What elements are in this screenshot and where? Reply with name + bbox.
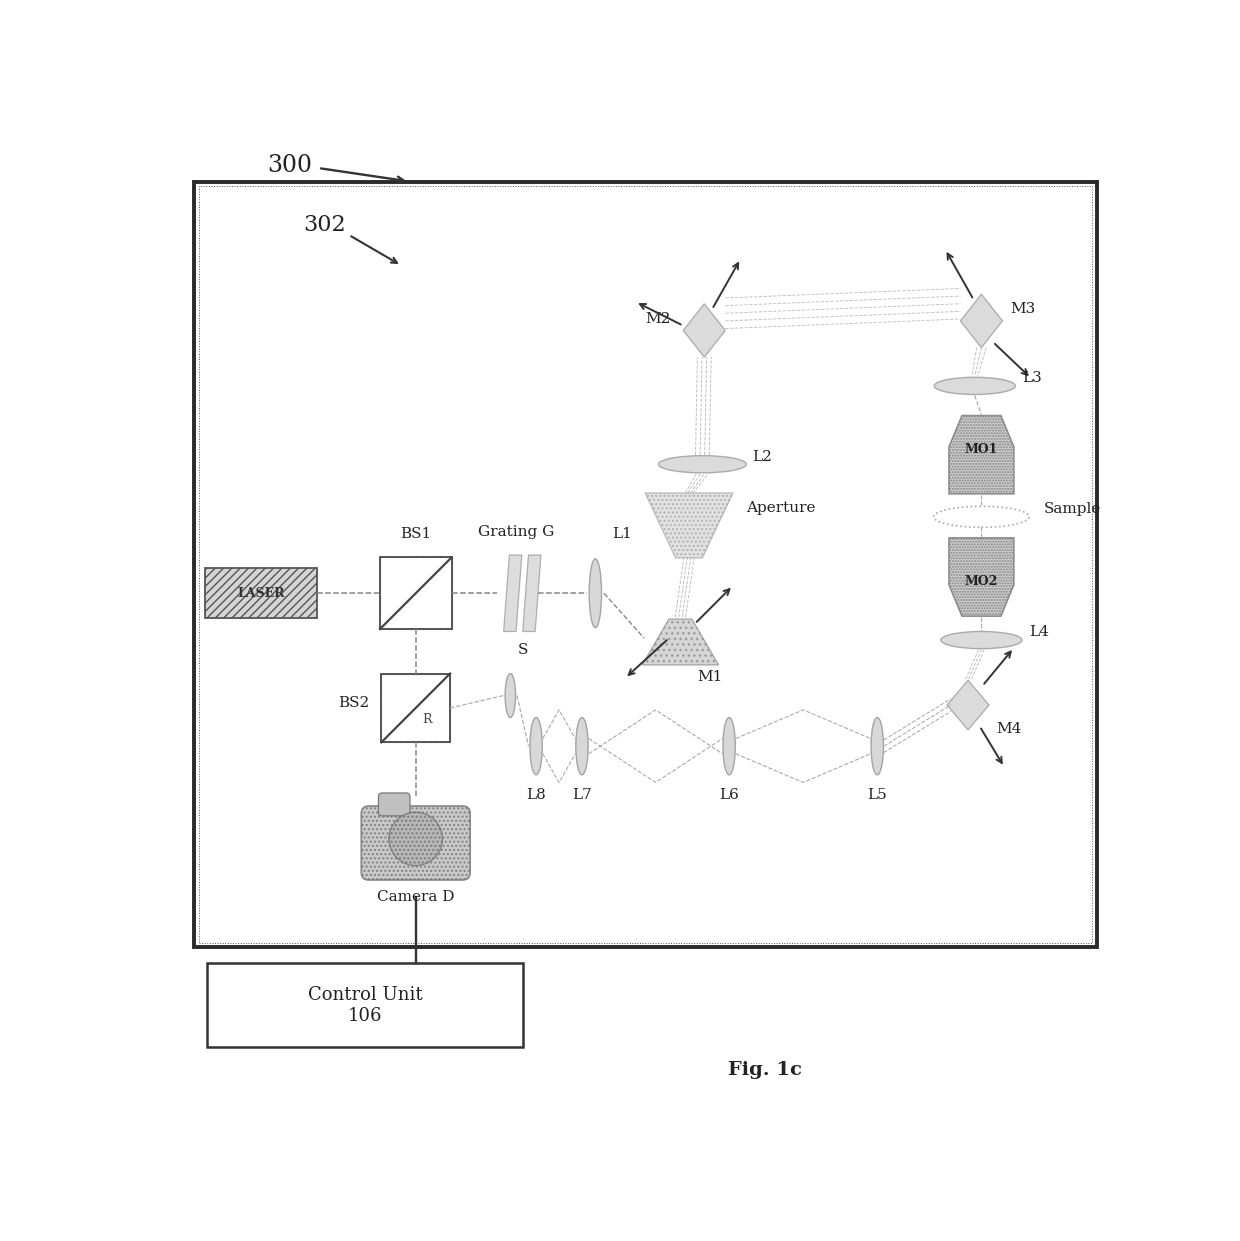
Text: L6: L6 (719, 788, 739, 802)
Text: MO2: MO2 (965, 576, 998, 588)
FancyBboxPatch shape (361, 805, 470, 880)
FancyBboxPatch shape (378, 793, 410, 815)
FancyBboxPatch shape (207, 963, 523, 1047)
Polygon shape (645, 493, 733, 558)
FancyBboxPatch shape (382, 674, 450, 742)
Polygon shape (683, 304, 725, 357)
Polygon shape (642, 619, 719, 665)
Text: Control Unit
106: Control Unit 106 (308, 985, 423, 1025)
Text: LASER: LASER (237, 587, 285, 599)
Text: MO1: MO1 (965, 443, 998, 457)
Ellipse shape (575, 717, 588, 774)
Polygon shape (949, 537, 1014, 617)
Ellipse shape (941, 632, 1022, 649)
Ellipse shape (589, 558, 601, 628)
Polygon shape (949, 416, 1014, 494)
Text: BS1: BS1 (401, 527, 432, 541)
Text: L3: L3 (1023, 371, 1043, 385)
Ellipse shape (870, 717, 883, 774)
Text: S: S (518, 643, 528, 658)
Text: Sample: Sample (1044, 503, 1101, 516)
Text: Aperture: Aperture (746, 501, 816, 515)
Polygon shape (503, 555, 522, 632)
Polygon shape (947, 680, 990, 730)
FancyBboxPatch shape (193, 182, 1097, 947)
Text: L4: L4 (1029, 625, 1049, 639)
Text: L7: L7 (572, 788, 591, 802)
Text: M2: M2 (646, 311, 671, 326)
Ellipse shape (529, 717, 542, 774)
Ellipse shape (723, 717, 735, 774)
Ellipse shape (934, 377, 1016, 395)
Ellipse shape (505, 674, 516, 717)
Polygon shape (523, 555, 541, 632)
FancyBboxPatch shape (205, 568, 317, 618)
Text: L2: L2 (753, 449, 773, 464)
Text: 302: 302 (304, 215, 346, 236)
Text: Camera D: Camera D (377, 890, 455, 903)
FancyBboxPatch shape (379, 557, 451, 629)
Text: M4: M4 (997, 722, 1022, 736)
Text: R: R (423, 712, 432, 726)
Text: 300: 300 (267, 154, 312, 176)
Text: L8: L8 (526, 788, 546, 802)
Text: M3: M3 (1011, 303, 1035, 316)
Text: BS2: BS2 (339, 696, 370, 710)
Ellipse shape (658, 455, 746, 473)
Polygon shape (961, 294, 1002, 347)
Text: Grating G: Grating G (477, 525, 554, 539)
Circle shape (389, 812, 443, 866)
Text: L1: L1 (613, 526, 632, 541)
Text: M1: M1 (698, 670, 723, 684)
Text: L5: L5 (868, 788, 887, 802)
Text: Fig. 1c: Fig. 1c (728, 1061, 801, 1080)
